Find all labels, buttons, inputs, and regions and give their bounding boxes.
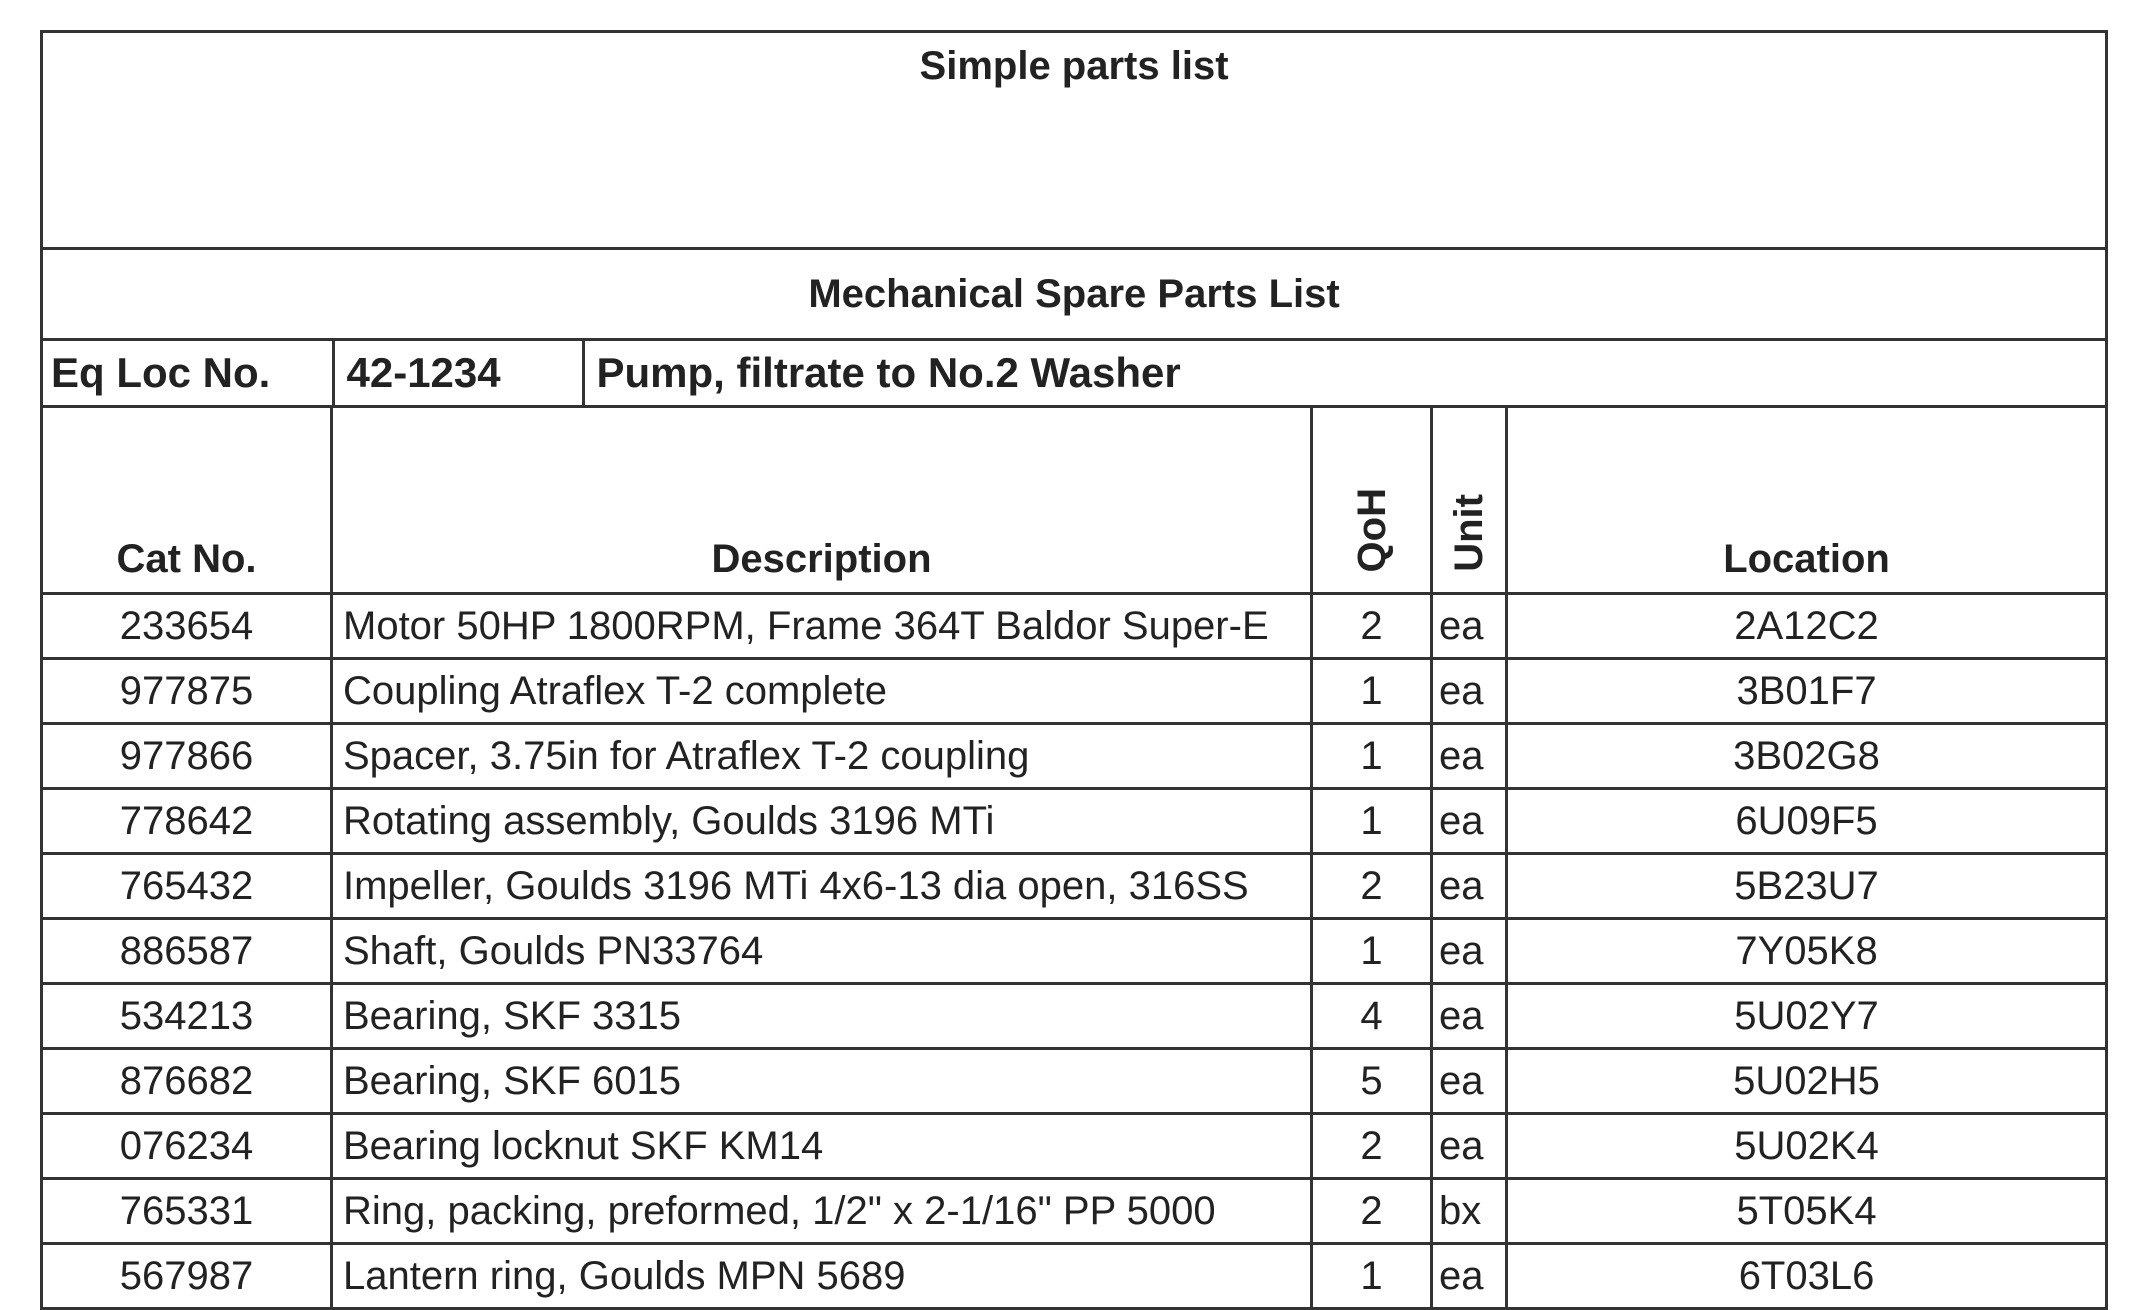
- cell-cat-no: 977866: [42, 724, 332, 789]
- cell-description: Shaft, Goulds PN33764: [332, 919, 1312, 984]
- equipment-description: Pump, filtrate to No.2 Washer: [583, 341, 2105, 405]
- cell-unit: ea: [1432, 854, 1507, 919]
- equipment-location-number: 42-1234: [333, 341, 583, 405]
- cell-location: 7Y05K8: [1507, 919, 2107, 984]
- cell-unit: ea: [1432, 919, 1507, 984]
- cell-description: Lantern ring, Goulds MPN 5689: [332, 1244, 1312, 1309]
- cell-description: Bearing, SKF 6015: [332, 1049, 1312, 1114]
- table-row: 765432Impeller, Goulds 3196 MTi 4x6-13 d…: [42, 854, 2107, 919]
- cell-cat-no: 778642: [42, 789, 332, 854]
- table-row: 778642Rotating assembly, Goulds 3196 MTi…: [42, 789, 2107, 854]
- cell-unit: ea: [1432, 1244, 1507, 1309]
- cell-description: Bearing, SKF 3315: [332, 984, 1312, 1049]
- cell-unit: bx: [1432, 1179, 1507, 1244]
- cell-unit: ea: [1432, 789, 1507, 854]
- col-header-cat-no: Cat No.: [42, 407, 332, 594]
- table-row: 765331Ring, packing, preformed, 1/2" x 2…: [42, 1179, 2107, 1244]
- cell-qoh: 1: [1312, 724, 1432, 789]
- cell-description: Motor 50HP 1800RPM, Frame 364T Baldor Su…: [332, 594, 1312, 659]
- cell-qoh: 2: [1312, 854, 1432, 919]
- cell-location: 6T03L6: [1507, 1244, 2107, 1309]
- cell-description: Bearing locknut SKF KM14: [332, 1114, 1312, 1179]
- cell-qoh: 1: [1312, 789, 1432, 854]
- col-header-qoh-label: QoH: [1349, 488, 1395, 572]
- cell-unit: ea: [1432, 724, 1507, 789]
- cell-unit: ea: [1432, 594, 1507, 659]
- col-header-location: Location: [1507, 407, 2107, 594]
- cell-description: Impeller, Goulds 3196 MTi 4x6-13 dia ope…: [332, 854, 1312, 919]
- cell-description: Rotating assembly, Goulds 3196 MTi: [332, 789, 1312, 854]
- table-row: 886587Shaft, Goulds PN337641ea7Y05K8: [42, 919, 2107, 984]
- cell-unit: ea: [1432, 1114, 1507, 1179]
- cell-cat-no: 076234: [42, 1114, 332, 1179]
- cell-qoh: 1: [1312, 919, 1432, 984]
- cell-cat-no: 876682: [42, 1049, 332, 1114]
- parts-list-table: Simple parts list Mechanical Spare Parts…: [40, 30, 2108, 1310]
- cell-cat-no: 233654: [42, 594, 332, 659]
- equipment-location-label: Eq Loc No.: [43, 341, 333, 405]
- table-row: 534213Bearing, SKF 33154ea5U02Y7: [42, 984, 2107, 1049]
- cell-qoh: 5: [1312, 1049, 1432, 1114]
- page-subtitle: Mechanical Spare Parts List: [42, 249, 2107, 340]
- cell-cat-no: 567987: [42, 1244, 332, 1309]
- cell-cat-no: 765331: [42, 1179, 332, 1244]
- equipment-info-row: Eq Loc No. 42-1234 Pump, filtrate to No.…: [42, 340, 2107, 407]
- column-header-row: Cat No. Description QoH Unit Location: [42, 407, 2107, 594]
- cell-location: 5U02K4: [1507, 1114, 2107, 1179]
- cell-location: 2A12C2: [1507, 594, 2107, 659]
- col-header-unit-label: Unit: [1446, 494, 1492, 572]
- cell-description: Coupling Atraflex T-2 complete: [332, 659, 1312, 724]
- table-row: 233654Motor 50HP 1800RPM, Frame 364T Bal…: [42, 594, 2107, 659]
- cell-unit: ea: [1432, 984, 1507, 1049]
- page-title: Simple parts list: [42, 32, 2107, 249]
- cell-qoh: 4: [1312, 984, 1432, 1049]
- col-header-qoh: QoH: [1312, 407, 1432, 594]
- cell-qoh: 1: [1312, 659, 1432, 724]
- cell-location: 3B01F7: [1507, 659, 2107, 724]
- cell-cat-no: 977875: [42, 659, 332, 724]
- cell-qoh: 2: [1312, 1114, 1432, 1179]
- cell-description: Spacer, 3.75in for Atraflex T-2 coupling: [332, 724, 1312, 789]
- col-header-unit: Unit: [1432, 407, 1507, 594]
- table-row: 977866Spacer, 3.75in for Atraflex T-2 co…: [42, 724, 2107, 789]
- cell-unit: ea: [1432, 1049, 1507, 1114]
- title-row: Simple parts list: [42, 32, 2107, 249]
- cell-location: 5B23U7: [1507, 854, 2107, 919]
- cell-cat-no: 534213: [42, 984, 332, 1049]
- subtitle-row: Mechanical Spare Parts List: [42, 249, 2107, 340]
- cell-location: 6U09F5: [1507, 789, 2107, 854]
- cell-location: 5T05K4: [1507, 1179, 2107, 1244]
- cell-qoh: 1: [1312, 1244, 1432, 1309]
- cell-cat-no: 886587: [42, 919, 332, 984]
- cell-qoh: 2: [1312, 1179, 1432, 1244]
- cell-qoh: 2: [1312, 594, 1432, 659]
- cell-description: Ring, packing, preformed, 1/2" x 2-1/16"…: [332, 1179, 1312, 1244]
- cell-location: 5U02Y7: [1507, 984, 2107, 1049]
- cell-location: 3B02G8: [1507, 724, 2107, 789]
- cell-cat-no: 765432: [42, 854, 332, 919]
- cell-location: 5U02H5: [1507, 1049, 2107, 1114]
- col-header-description: Description: [332, 407, 1312, 594]
- table-row: 876682Bearing, SKF 60155ea5U02H5: [42, 1049, 2107, 1114]
- cell-unit: ea: [1432, 659, 1507, 724]
- table-row: 076234Bearing locknut SKF KM142ea5U02K4: [42, 1114, 2107, 1179]
- table-row: 977875Coupling Atraflex T-2 complete1ea3…: [42, 659, 2107, 724]
- table-row: 567987Lantern ring, Goulds MPN 56891ea6T…: [42, 1244, 2107, 1309]
